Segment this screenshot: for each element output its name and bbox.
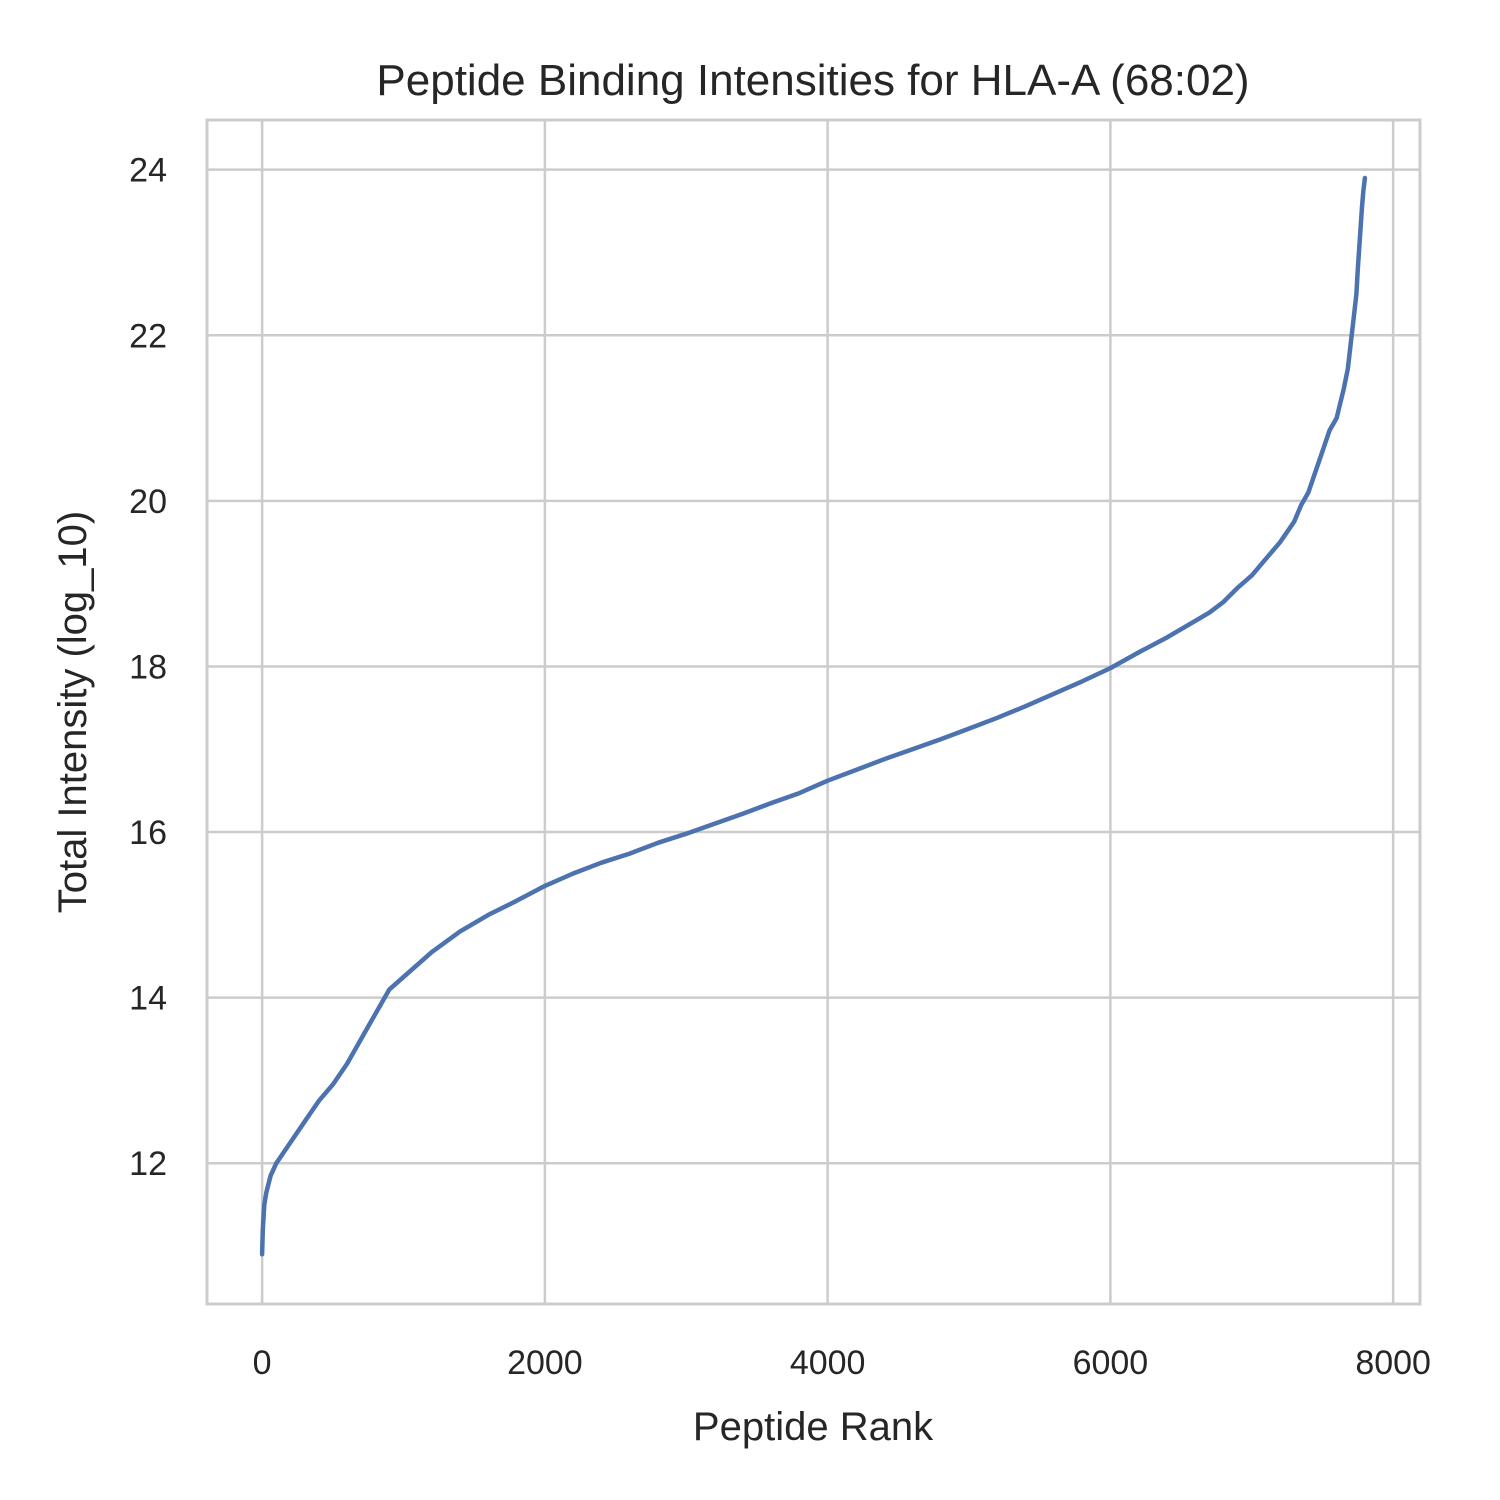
x-tick-label: 2000 (507, 1344, 583, 1382)
y-tick-label: 22 (129, 317, 167, 355)
y-tick-label: 20 (129, 483, 167, 521)
x-tick-label: 0 (253, 1344, 272, 1382)
x-tick-label: 8000 (1355, 1344, 1431, 1382)
y-tick-label: 24 (129, 152, 167, 190)
y-axis-label: Total Intensity (log_10) (51, 511, 95, 913)
series-line-0 (259, 175, 1368, 1257)
chart-title: Peptide Binding Intensities for HLA-A (6… (376, 56, 1249, 105)
y-tick-label: 12 (129, 1145, 167, 1183)
tick-labels: 0 2000 4000 6000 8000 12 14 16 18 20 22 24 (129, 152, 1431, 1382)
x-axis-label: Peptide Rank (693, 1405, 934, 1449)
y-tick-label: 18 (129, 648, 167, 686)
x-tick-label: 4000 (790, 1344, 866, 1382)
grid-lines (207, 120, 1420, 1304)
y-tick-label: 14 (129, 980, 167, 1018)
y-tick-label: 16 (129, 814, 167, 852)
series-layer (259, 175, 1368, 1257)
x-tick-label: 6000 (1073, 1344, 1149, 1382)
plot-frame (205, 118, 1422, 1306)
